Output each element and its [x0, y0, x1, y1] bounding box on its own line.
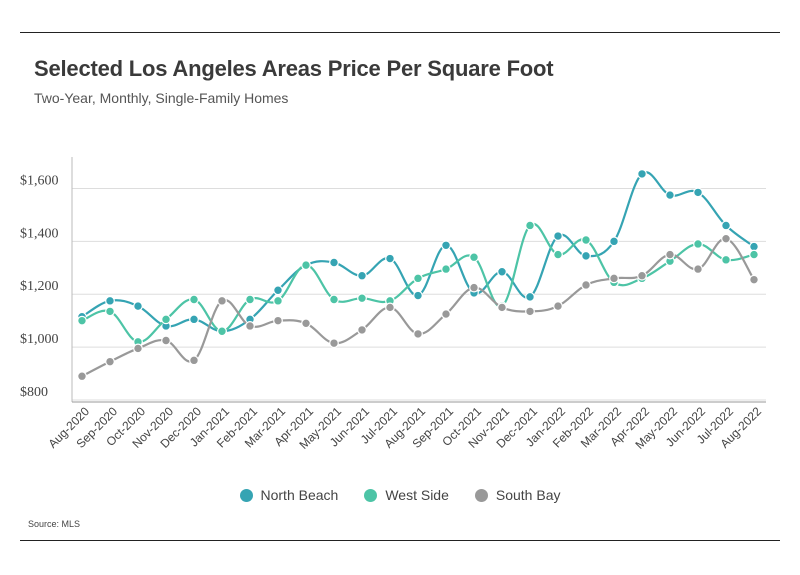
data-point-south-bay[interactable] — [189, 355, 199, 366]
data-point-south-bay[interactable] — [469, 282, 479, 293]
data-point-south-bay[interactable] — [637, 270, 647, 281]
series-south-bay — [77, 233, 759, 382]
data-point-west-side[interactable] — [581, 235, 591, 245]
data-point-south-bay[interactable] — [77, 371, 87, 382]
data-point-west-side[interactable] — [693, 239, 703, 249]
data-point-north-beach[interactable] — [693, 187, 703, 198]
data-point-south-bay[interactable] — [525, 306, 535, 317]
data-point-south-bay[interactable] — [301, 318, 311, 329]
series-line-north-beach — [81, 171, 755, 333]
data-point-north-beach[interactable] — [133, 301, 143, 312]
data-point-south-bay[interactable] — [413, 328, 423, 339]
data-point-west-side[interactable] — [161, 314, 171, 325]
data-point-north-beach[interactable] — [273, 285, 283, 296]
data-point-south-bay[interactable] — [245, 321, 255, 331]
data-point-west-side[interactable] — [357, 293, 367, 304]
data-point-north-beach[interactable] — [749, 241, 759, 252]
data-point-south-bay[interactable] — [609, 273, 619, 284]
data-point-north-beach[interactable] — [189, 314, 199, 325]
data-point-south-bay[interactable] — [497, 302, 507, 313]
data-point-north-beach[interactable] — [721, 220, 731, 231]
data-point-west-side[interactable] — [413, 273, 423, 284]
data-point-south-bay[interactable] — [329, 338, 339, 349]
data-point-south-bay[interactable] — [693, 264, 703, 275]
y-tick-label: $1,400 — [20, 226, 59, 241]
data-point-west-side[interactable] — [749, 249, 759, 260]
data-point-north-beach[interactable] — [553, 231, 563, 241]
data-point-south-bay[interactable] — [105, 356, 115, 367]
data-point-west-side[interactable] — [469, 252, 479, 263]
legend-label-west-side: West Side — [385, 487, 449, 503]
data-point-west-side[interactable] — [189, 294, 199, 305]
data-point-west-side[interactable] — [217, 326, 227, 337]
y-tick-label: $800 — [20, 385, 48, 400]
data-point-south-bay[interactable] — [217, 295, 227, 306]
data-point-west-side[interactable] — [553, 249, 563, 260]
data-point-south-bay[interactable] — [161, 335, 171, 346]
data-point-south-bay[interactable] — [357, 325, 367, 335]
grid-lines — [72, 187, 766, 401]
legend-swatch-south-bay — [474, 488, 488, 502]
data-point-north-beach[interactable] — [609, 236, 619, 247]
data-point-west-side[interactable] — [721, 254, 731, 265]
data-point-west-side[interactable] — [77, 315, 87, 326]
data-point-south-bay[interactable] — [749, 274, 759, 285]
data-point-west-side[interactable] — [245, 294, 255, 305]
bottom-rule — [20, 540, 780, 541]
data-point-west-side[interactable] — [273, 295, 283, 306]
data-point-north-beach[interactable] — [329, 257, 339, 268]
data-point-south-bay[interactable] — [441, 309, 451, 319]
chart-title: Selected Los Angeles Areas Price Per Squ… — [34, 56, 554, 81]
data-point-west-side[interactable] — [301, 260, 311, 271]
data-point-north-beach[interactable] — [357, 270, 367, 281]
legend-item-north-beach[interactable]: North Beach — [239, 487, 339, 503]
x-axis-ticks: Aug-2020Sep-2020Oct-2020Nov-2020Dec-2020… — [45, 404, 764, 452]
data-point-south-bay[interactable] — [581, 280, 591, 290]
data-point-west-side[interactable] — [329, 294, 339, 305]
data-point-west-side[interactable] — [441, 264, 451, 275]
data-point-north-beach[interactable] — [105, 295, 115, 306]
data-point-north-beach[interactable] — [413, 290, 423, 301]
chart-subtitle: Two-Year, Monthly, Single-Family Homes — [34, 90, 289, 106]
data-point-south-bay[interactable] — [385, 302, 395, 313]
data-point-north-beach[interactable] — [441, 240, 451, 251]
series-group — [77, 168, 759, 382]
y-tick-label: $1,000 — [20, 332, 59, 347]
axes — [71, 157, 766, 403]
legend-swatch-north-beach — [239, 488, 253, 502]
data-point-north-beach[interactable] — [385, 253, 395, 264]
series-west-side — [77, 220, 759, 347]
data-point-north-beach[interactable] — [525, 291, 535, 302]
data-point-south-bay[interactable] — [721, 233, 731, 244]
legend-item-west-side[interactable]: West Side — [364, 487, 449, 503]
series-line-south-bay — [81, 237, 755, 378]
data-point-north-beach[interactable] — [581, 250, 591, 261]
data-point-north-beach[interactable] — [637, 168, 647, 179]
series-north-beach — [77, 168, 759, 337]
top-rule — [20, 32, 780, 33]
legend-item-south-bay[interactable]: South Bay — [474, 487, 561, 503]
y-tick-label: $1,600 — [20, 173, 59, 188]
data-point-south-bay[interactable] — [133, 343, 143, 354]
legend: North Beach West Side South Bay — [0, 487, 800, 503]
source-note: Source: MLS — [28, 519, 81, 529]
legend-label-south-bay: South Bay — [495, 487, 561, 503]
data-point-north-beach[interactable] — [665, 190, 675, 200]
legend-swatch-west-side — [364, 488, 378, 502]
y-tick-label: $1,200 — [20, 279, 59, 294]
data-point-west-side[interactable] — [525, 220, 535, 231]
data-point-north-beach[interactable] — [497, 266, 507, 277]
y-axis-ticks: $800 $1,000 $1,200 $1,400 $1,600 — [20, 173, 59, 400]
legend-label-north-beach: North Beach — [260, 487, 339, 503]
data-point-south-bay[interactable] — [553, 301, 563, 312]
data-point-south-bay[interactable] — [273, 315, 283, 326]
data-point-south-bay[interactable] — [665, 249, 675, 260]
data-point-west-side[interactable] — [105, 306, 115, 317]
